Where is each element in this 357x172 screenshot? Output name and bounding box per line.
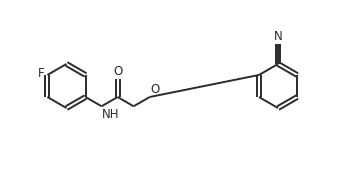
- Text: F: F: [38, 67, 45, 80]
- Text: NH: NH: [102, 108, 120, 121]
- Text: O: O: [151, 83, 160, 96]
- Text: O: O: [113, 65, 122, 78]
- Text: N: N: [274, 30, 282, 43]
